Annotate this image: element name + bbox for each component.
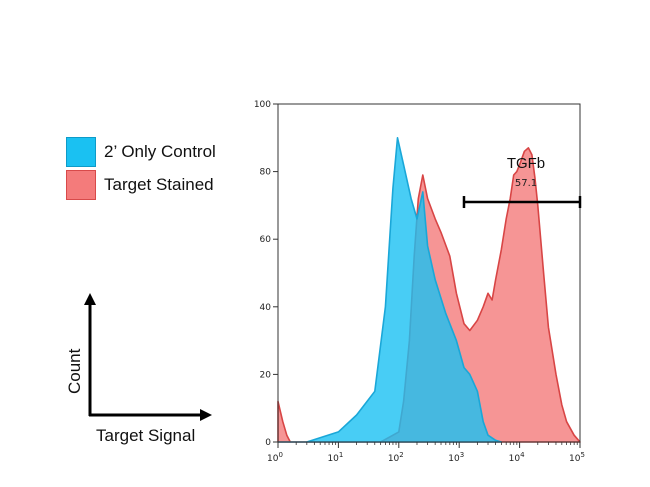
y-key-label: Count — [65, 348, 84, 394]
y-tick-label: 0 — [265, 438, 271, 448]
gate-value: 57.1 — [515, 178, 537, 189]
legend-item-control: 2’ Only Control — [66, 136, 216, 168]
x-tick-exponent: 4 — [520, 451, 525, 459]
series-area-control — [277, 137, 503, 443]
y-tick-label: 60 — [260, 235, 272, 245]
legend-swatch-stained — [66, 170, 96, 200]
legend-label-stained: Target Stained — [104, 175, 214, 194]
y-tick-label: 40 — [260, 303, 272, 313]
y-key-arrow-head — [84, 293, 96, 305]
series-layer — [277, 137, 581, 443]
legend: 2’ Only Control Target Stained — [66, 136, 216, 202]
x-key-label: Target Signal — [96, 426, 195, 445]
x-tick-label: 102 — [388, 451, 404, 464]
plot-frame — [277, 103, 581, 443]
gate-layer: TGFb 57.1 — [462, 155, 582, 209]
x-key-arrow-head — [200, 409, 212, 421]
legend-item-stained: Target Stained — [66, 169, 216, 201]
x-tick-label: 100 — [267, 451, 283, 464]
x-tick-exponent: 0 — [278, 451, 282, 459]
legend-label-control: 2’ Only Control — [104, 142, 216, 161]
x-tick-label: 104 — [509, 451, 525, 464]
y-tick-label: 80 — [260, 168, 272, 178]
x-tick-exponent: 5 — [580, 451, 584, 459]
x-tick-label: 105 — [569, 451, 585, 464]
x-tick-exponent: 3 — [460, 451, 464, 459]
x-tick-exponent: 2 — [399, 451, 403, 459]
x-tick-label: 101 — [327, 451, 343, 464]
plot-border — [277, 103, 581, 443]
legend-swatch-control — [66, 137, 96, 167]
y-tick-label: 100 — [254, 100, 271, 110]
x-tick-label: 103 — [448, 451, 464, 464]
gate-name: TGFb — [507, 155, 545, 172]
axes-key-diagram: Count Target Signal — [65, 293, 212, 445]
x-tick-exponent: 1 — [339, 451, 343, 459]
y-tick-label: 20 — [260, 370, 272, 380]
